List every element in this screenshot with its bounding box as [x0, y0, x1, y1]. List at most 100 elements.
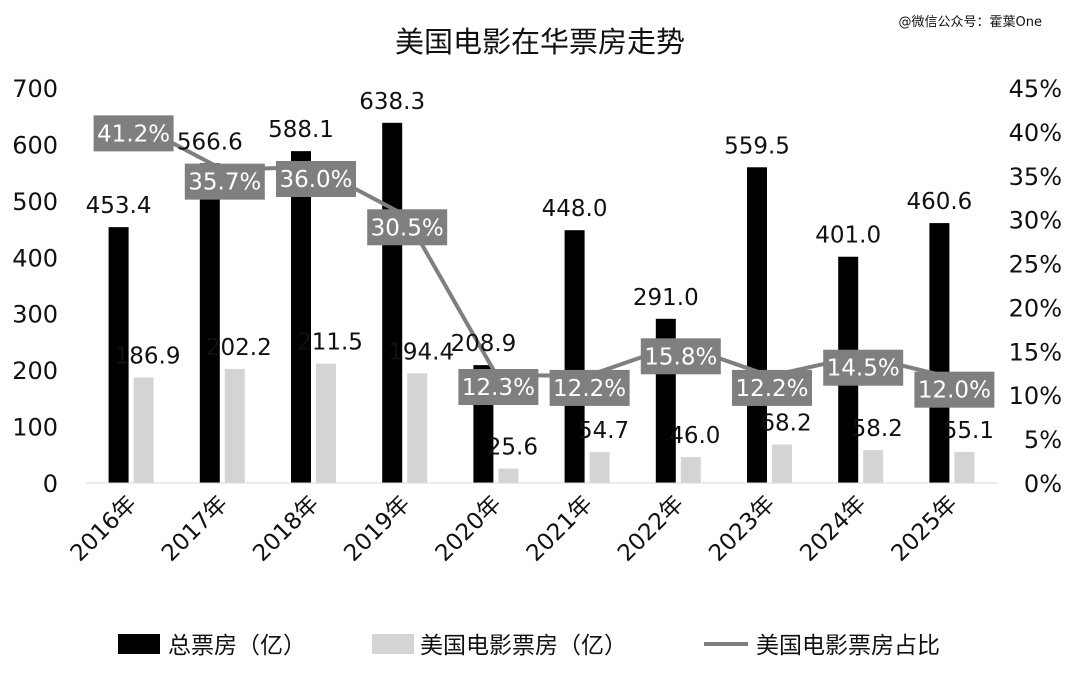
- us-value-label: 55.1: [943, 418, 994, 444]
- total-value-label: 448.0: [542, 196, 608, 222]
- left-tick-label: 300: [12, 301, 58, 329]
- share-line-path: [130, 119, 953, 380]
- right-tick-label: 20%: [1009, 294, 1062, 322]
- category-label: 2023年: [704, 491, 780, 567]
- share-value-label: 15.8%: [644, 344, 717, 370]
- share-label-box: [823, 349, 904, 386]
- share-label-box: [184, 163, 265, 200]
- bar-us: [680, 457, 701, 483]
- legend-swatch-us: [372, 634, 414, 654]
- total-value-label: 638.3: [359, 89, 425, 115]
- us-value-label: 46.0: [669, 423, 720, 449]
- left-tick-label: 400: [12, 244, 58, 272]
- bar-us: [772, 444, 792, 483]
- us-value-label: 54.7: [578, 418, 629, 444]
- us-value-label: 68.2: [760, 411, 811, 437]
- bar-labels: 453.4 186.9 566.6 202.2 588.1 211.5 638.3 194.4…: [86, 89, 994, 461]
- total-value-label: 401.0: [815, 223, 881, 249]
- share-label-box: [549, 369, 630, 406]
- share-value-label: 30.5%: [371, 215, 444, 241]
- legend: 总票房（亿） 美国电影票房（亿） 美国电影票房占比: [118, 633, 940, 659]
- share-value-label: 35.7%: [188, 170, 261, 196]
- share-value-label: 12.3%: [462, 375, 535, 401]
- share-label-box: [367, 209, 448, 246]
- share-label-box: [914, 371, 995, 408]
- bar-us: [863, 450, 884, 483]
- legend-label-total: 总票房（亿）: [168, 633, 306, 659]
- chart-title: 美国电影在华票房走势: [395, 25, 685, 59]
- bar-total: [382, 122, 403, 483]
- total-value-label: 453.4: [86, 193, 152, 219]
- share-label-box: [276, 161, 356, 197]
- total-value-label: 460.6: [906, 189, 972, 215]
- bar-total: [291, 151, 311, 484]
- category-label: 2022年: [613, 491, 689, 567]
- share-label-box: [93, 115, 174, 152]
- right-tick-label: 45%: [1009, 75, 1062, 103]
- total-value-label: 566.6: [177, 129, 243, 155]
- right-tick-label: 10%: [1009, 382, 1062, 410]
- total-value-label: 291.0: [633, 285, 699, 311]
- us-value-label: 202.2: [206, 335, 272, 361]
- left-tick-label: 600: [12, 131, 58, 159]
- line-labels: 41.2% 35.7% 36.0% 30.5% 12.3% 12.2% 15.8% 12.2%…: [93, 115, 995, 408]
- right-tick-label: 5%: [1024, 426, 1062, 454]
- legend-label-share: 美国电影票房占比: [756, 633, 940, 659]
- right-axis: 0% 5% 10% 15% 20% 25% 30% 35% 40% 45%: [1009, 75, 1062, 498]
- category-label: 2018年: [248, 491, 324, 567]
- left-tick-label: 500: [12, 188, 58, 216]
- us-value-label: 211.5: [297, 330, 363, 356]
- category-label: 2025年: [887, 491, 963, 567]
- us-value-label: 25.6: [487, 435, 538, 461]
- total-value-label: 208.9: [450, 331, 516, 357]
- bar-total: [199, 163, 220, 484]
- right-tick-label: 35%: [1009, 163, 1062, 191]
- us-value-label: 194.4: [388, 339, 454, 365]
- right-tick-label: 15%: [1009, 338, 1062, 366]
- bar-total: [108, 227, 129, 483]
- legend-swatch-total: [118, 634, 160, 654]
- category-label: 2017年: [157, 491, 233, 567]
- category-label: 2019年: [339, 491, 415, 567]
- left-axis: 0 100 200 300 400 500 600 700: [12, 75, 58, 498]
- share-value-label: 12.2%: [553, 376, 626, 402]
- category-label: 2021年: [522, 491, 598, 567]
- share-label-box: [458, 369, 539, 406]
- left-tick-label: 700: [12, 75, 58, 103]
- bar-us: [498, 468, 519, 483]
- bar-total: [564, 230, 585, 483]
- left-tick-label: 200: [12, 357, 58, 385]
- watermark: @微信公众号：霍葉One: [899, 15, 1042, 30]
- total-value-label: 588.1: [268, 117, 334, 143]
- bar-us: [224, 368, 245, 483]
- total-value-label: 559.5: [724, 133, 790, 159]
- category-label: 2024年: [795, 491, 871, 567]
- right-tick-label: 25%: [1009, 251, 1062, 279]
- share-line: [130, 119, 953, 380]
- left-tick-label: 100: [12, 414, 58, 442]
- right-tick-label: 40%: [1009, 119, 1062, 147]
- bar-us: [133, 377, 154, 483]
- bar-us: [316, 363, 336, 483]
- bar-total: [929, 223, 950, 483]
- share-value-label: 41.2%: [97, 121, 170, 147]
- bar-us: [407, 373, 428, 483]
- legend-label-us: 美国电影票房（亿）: [420, 633, 627, 659]
- right-tick-label: 30%: [1009, 207, 1062, 235]
- share-value-label: 14.5%: [827, 356, 900, 382]
- share-value-label: 36.0%: [279, 167, 352, 193]
- us-value-label: 58.2: [852, 416, 903, 442]
- share-label-box: [732, 369, 812, 406]
- category-label: 2020年: [431, 491, 507, 567]
- right-tick-label: 0%: [1024, 470, 1062, 498]
- x-axis: 2016年 2017年 2018年 2019年 2020年 2021年 2022年 2023年…: [66, 482, 998, 567]
- bar-us: [954, 451, 975, 483]
- category-label: 2016年: [66, 491, 142, 567]
- share-value-label: 12.0%: [918, 378, 991, 404]
- bar-us: [589, 452, 610, 483]
- share-value-label: 12.2%: [735, 376, 808, 402]
- left-tick-label: 0: [43, 470, 58, 498]
- us-value-label: 186.9: [115, 344, 181, 370]
- share-label-box: [640, 338, 721, 375]
